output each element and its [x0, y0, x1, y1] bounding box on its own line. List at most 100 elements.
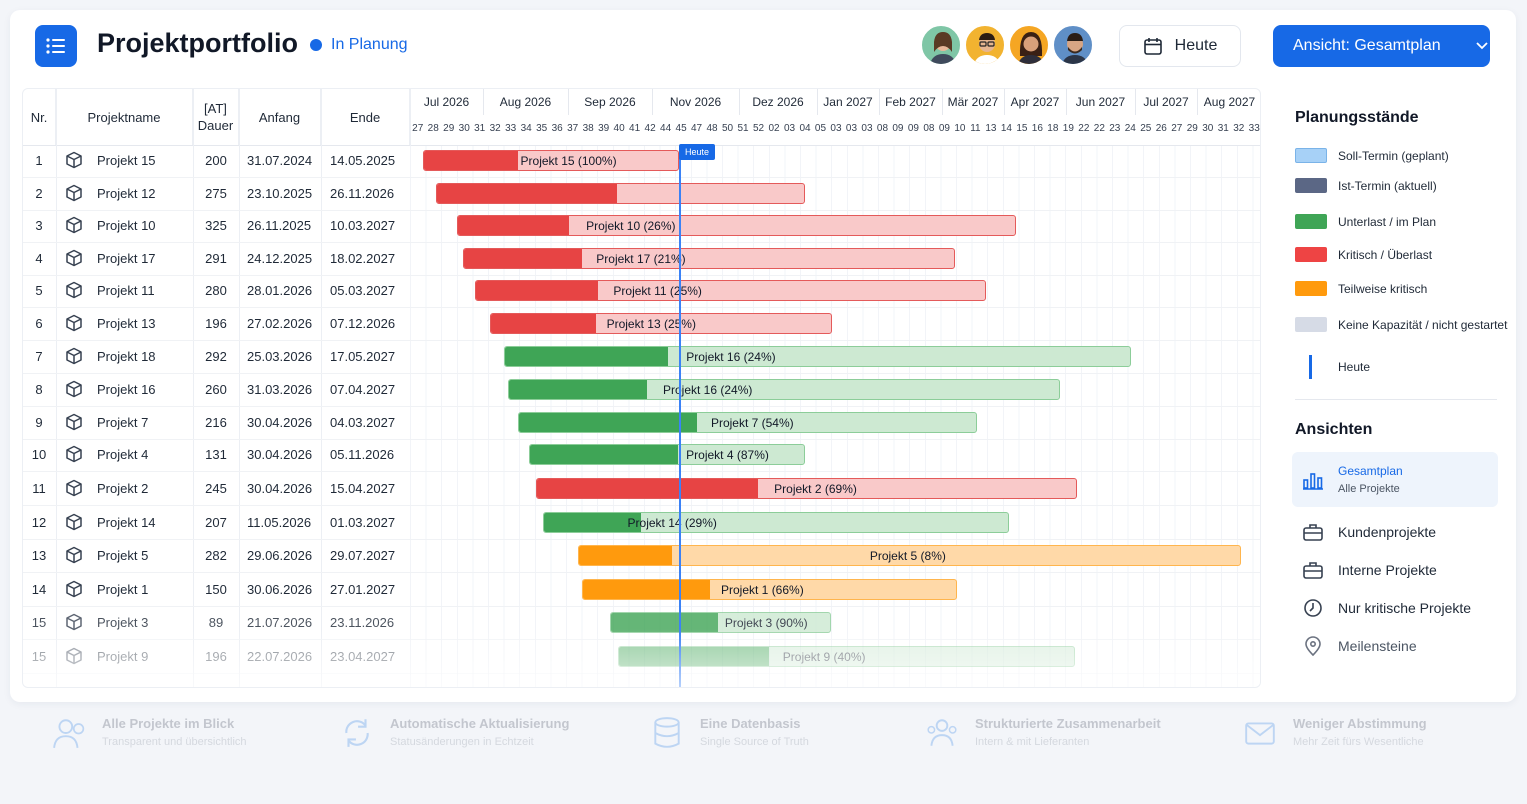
- week-label: 40: [613, 123, 625, 134]
- gantt-bar[interactable]: Projekt 1 (66%): [582, 579, 957, 600]
- month-label: Aug 2026: [499, 95, 552, 109]
- row-start-date: 29.06.2026: [247, 548, 313, 563]
- row-nr: 8: [35, 382, 43, 397]
- view-item-subtitle: Alle Projekte: [1338, 483, 1400, 495]
- week-label: 47: [691, 123, 703, 134]
- row-divider: [23, 177, 1260, 178]
- view-item-gesamtplan[interactable]: Gesamtplan Alle Projekte: [1292, 452, 1498, 507]
- avatar[interactable]: [1052, 24, 1094, 66]
- alert-clock-icon: [1304, 599, 1322, 617]
- gantt-bar-progress: [437, 184, 617, 203]
- legend-label: Heute: [1338, 360, 1371, 374]
- view-item-kritische-projekte[interactable]: Nur kritische Projekte: [1292, 598, 1498, 618]
- week-label: 03: [783, 123, 796, 134]
- gantt-bar-label: Projekt 3 (90%): [724, 616, 808, 630]
- row-divider: [23, 210, 1260, 211]
- row-divider: [23, 275, 1260, 276]
- column-divider: [193, 89, 194, 687]
- week-label: 33: [1248, 123, 1260, 134]
- feature-title: Alle Projekte im Blick: [102, 716, 235, 731]
- avatar[interactable]: [964, 24, 1006, 66]
- week-label: 31: [474, 123, 486, 134]
- gantt-bar-progress: [583, 580, 710, 599]
- gantt-bar-progress: [530, 445, 678, 464]
- gantt-bar[interactable]: Projekt 17 (21%): [463, 248, 955, 269]
- column-header-name[interactable]: Projektname: [56, 89, 193, 145]
- view-item-interne-projekte[interactable]: Interne Projekte: [1292, 560, 1498, 580]
- row-project-name: Projekt 15: [97, 153, 156, 168]
- view-item-label: Nur kritische Projekte: [1338, 600, 1472, 616]
- row-duration: 291: [205, 251, 227, 266]
- avatar[interactable]: [1008, 24, 1050, 66]
- row-end-date: 18.02.2027: [330, 251, 396, 266]
- gantt-bar-label: Projekt 7 (54%): [710, 416, 794, 430]
- status-label: In Planung: [331, 36, 408, 53]
- month-divider: [739, 89, 740, 115]
- menu-button[interactable]: [35, 25, 77, 67]
- row-divider: [23, 406, 1260, 407]
- week-label: 50: [721, 123, 734, 134]
- month-divider: [942, 89, 943, 115]
- month-label: Sep 2026: [584, 95, 636, 109]
- week-label: 08: [876, 123, 889, 134]
- views-title: Ansichten: [1295, 421, 1373, 438]
- row-duration: 292: [205, 349, 227, 364]
- package-icon: [66, 580, 82, 598]
- week-label: 11: [970, 123, 981, 134]
- week-label: 42: [644, 123, 656, 134]
- gantt-bar[interactable]: Projekt 10 (26%): [457, 215, 1016, 236]
- gantt-bar[interactable]: Projekt 16 (24%): [504, 346, 1131, 367]
- gantt-bar[interactable]: Projekt 16 (24%): [508, 379, 1060, 400]
- column-header-start[interactable]: Anfang: [239, 89, 321, 145]
- view-select-label: Ansicht: Gesamtplan: [1293, 37, 1441, 54]
- row-end-date: 04.03.2027: [330, 415, 396, 430]
- column-divider: [321, 89, 322, 687]
- briefcase-icon: [1303, 524, 1323, 541]
- column-header-end[interactable]: Ende: [321, 89, 410, 145]
- row-duration: 260: [205, 382, 227, 397]
- list-icon: [46, 38, 65, 54]
- legend-swatch: [1295, 214, 1327, 229]
- legend-label: Unterlast / im Plan: [1338, 214, 1437, 229]
- package-icon: [66, 513, 82, 531]
- week-label: 04: [799, 123, 811, 134]
- gantt-bar[interactable]: Projekt 4 (87%): [529, 444, 805, 465]
- gantt-bar[interactable]: Projekt 14 (29%): [543, 512, 1009, 533]
- today-marker: Heute: [679, 144, 716, 160]
- status-badge: In Planung: [310, 36, 408, 54]
- gantt-bar[interactable]: Projekt 7 (54%): [518, 412, 977, 433]
- month-divider: [652, 89, 653, 115]
- legend-item: Keine Kapazität / nicht gestartet: [1295, 317, 1507, 332]
- view-item-meilensteine[interactable]: Meilensteine: [1292, 636, 1498, 656]
- gantt-bar-label: Projekt 16 (24%): [663, 383, 753, 397]
- row-start-date: 28.01.2026: [247, 283, 313, 298]
- week-label: 32: [1233, 123, 1245, 134]
- legend-item: Ist-Termin (aktuell): [1295, 178, 1437, 193]
- today-button[interactable]: Heute: [1119, 25, 1241, 67]
- view-item-kundenprojekte[interactable]: Kundenprojekte: [1292, 522, 1498, 542]
- gantt-bar-progress: [509, 380, 647, 399]
- week-label: 48: [706, 123, 718, 134]
- gantt-bar[interactable]: Projekt 2 (69%): [536, 478, 1077, 499]
- mail-icon: [1245, 722, 1275, 745]
- gantt-bar[interactable]: Projekt 13 (25%): [490, 313, 832, 334]
- row-nr: 10: [31, 447, 47, 462]
- row-nr: 12: [31, 515, 47, 530]
- week-label: 38: [582, 123, 594, 134]
- row-end-date: 27.01.2027: [330, 582, 396, 597]
- month-divider: [483, 89, 484, 115]
- gantt-bar[interactable]: Projekt 15 (100%): [423, 150, 679, 171]
- week-label: 26: [1155, 123, 1167, 134]
- gantt-bar[interactable]: [436, 183, 805, 204]
- week-label: 36: [551, 123, 563, 134]
- avatar[interactable]: [920, 24, 962, 66]
- row-start-date: 11.05.2026: [247, 515, 312, 530]
- view-select-button[interactable]: Ansicht: Gesamtplan: [1273, 25, 1490, 67]
- row-end-date: 29.07.2027: [330, 548, 396, 563]
- gantt-bar[interactable]: Projekt 5 (8%): [578, 545, 1241, 566]
- row-divider: [23, 539, 1260, 540]
- column-header-duration[interactable]: [AT] Dauer: [193, 89, 239, 145]
- row-start-date: 23.10.2025: [247, 186, 313, 201]
- gantt-bar[interactable]: Projekt 11 (25%): [475, 280, 986, 301]
- row-divider: [23, 307, 1260, 308]
